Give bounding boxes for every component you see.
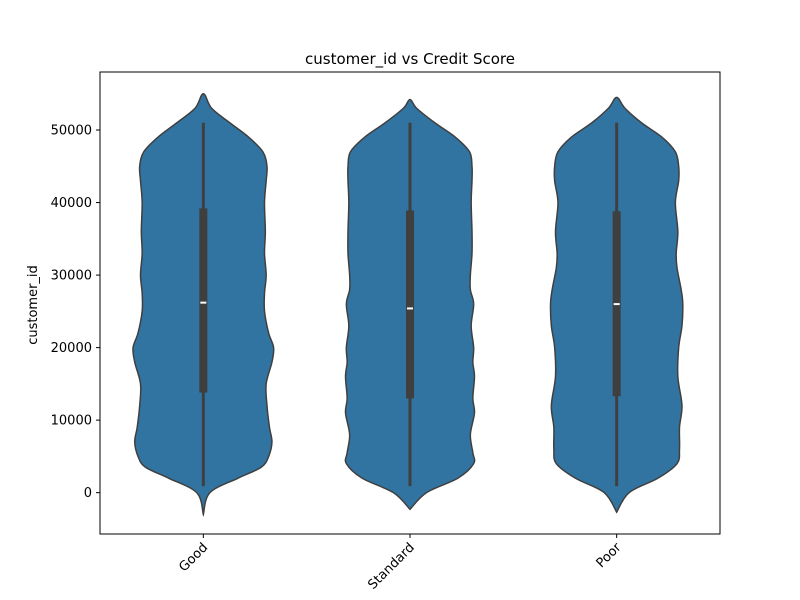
violin-iqr-box — [199, 208, 208, 393]
y-tick-label: 50000 — [51, 124, 92, 139]
y-axis: 0 10000 20000 30000 40000 50000 — [51, 124, 100, 501]
x-tick-label: Standard — [365, 540, 417, 592]
violin-poor — [549, 96, 684, 514]
violin-iqr-box — [406, 210, 414, 399]
chart-title: customer_id vs Credit Score — [305, 50, 515, 69]
plot-area — [132, 93, 684, 518]
x-tick-label: Good — [176, 540, 211, 575]
y-axis-label: customer_id — [26, 265, 41, 345]
y-tick-label: 30000 — [51, 269, 92, 284]
y-tick-label: 20000 — [51, 341, 92, 356]
x-tick-label: Poor — [594, 540, 625, 571]
y-tick-label: 0 — [84, 486, 92, 501]
x-axis: Good Standard Poor — [176, 534, 625, 593]
violin-good — [132, 93, 275, 518]
y-tick-label: 40000 — [51, 196, 92, 211]
y-tick-label: 10000 — [51, 414, 92, 429]
violin-standard — [344, 98, 476, 511]
